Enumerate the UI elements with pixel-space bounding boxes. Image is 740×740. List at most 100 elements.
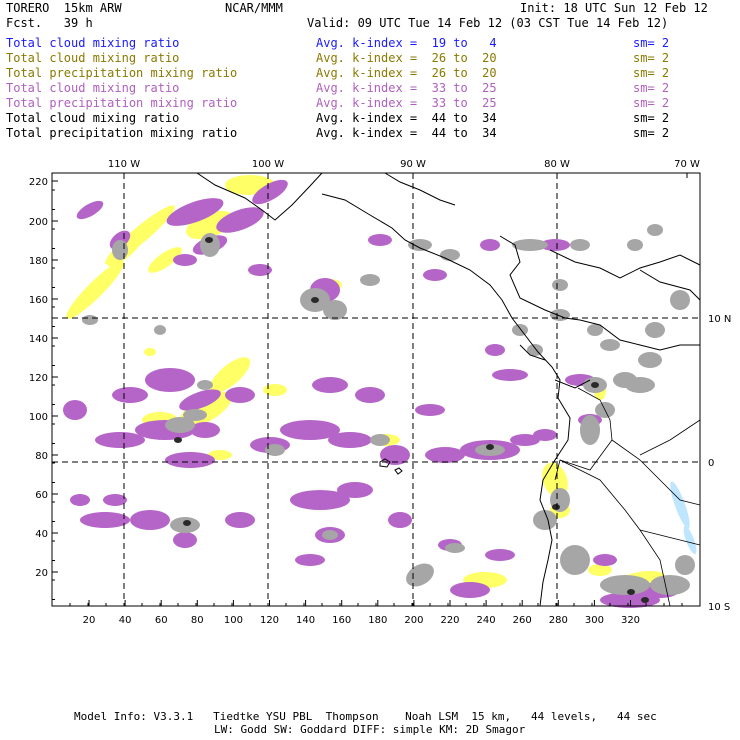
init-time: Init: 18 UTC Sun 12 Feb 12 <box>520 1 708 15</box>
cloud-purple <box>76 200 104 220</box>
cloud-core <box>311 297 319 303</box>
cloud-gray <box>322 530 338 540</box>
ice-patch <box>683 525 697 555</box>
cloud-gray <box>552 279 568 291</box>
cloud-purple <box>425 447 465 463</box>
y-tick-label: 60 <box>35 490 48 501</box>
cloud-yellow <box>148 247 182 273</box>
legend-smoothing: sm= 2 <box>633 66 670 80</box>
coastline <box>639 269 701 301</box>
cloud-gray <box>512 239 548 251</box>
cloud-purple <box>80 512 130 528</box>
cloud-gray <box>625 377 655 393</box>
cloud-purple <box>485 344 505 356</box>
cloud-purple <box>173 254 197 266</box>
y-tick-label: 200 <box>29 217 48 228</box>
x-tick-label: 20 <box>83 615 96 626</box>
coastline <box>554 379 591 389</box>
cloud-gray <box>560 545 590 575</box>
legend-kindex: Avg. k-index = 26 to 20 <box>316 66 497 80</box>
latitude-label: 0 <box>708 458 714 469</box>
y-tick-label: 20 <box>35 568 48 579</box>
legend-field-name: Total cloud mixing ratio <box>6 111 180 125</box>
legend-field-name: Total cloud mixing ratio <box>6 51 180 65</box>
coastline <box>519 344 546 361</box>
x-tick-label: 220 <box>440 615 459 626</box>
forecast-hour: Fcst. 39 h <box>6 16 93 30</box>
y-tick-label: 80 <box>35 451 48 462</box>
cloud-purple <box>165 452 215 468</box>
country-border <box>611 439 701 506</box>
cloud-gray <box>370 434 390 446</box>
cloud-purple <box>355 387 385 403</box>
x-tick-label: 240 <box>477 615 496 626</box>
cloud-core <box>641 597 649 603</box>
x-tick-label: 200 <box>404 615 423 626</box>
legend-field-name: Total cloud mixing ratio <box>6 36 180 50</box>
legend-row: Total cloud mixing ratio Avg. k-index = 4… <box>6 111 736 125</box>
cloud-gray <box>440 249 460 261</box>
cloud-purple <box>450 582 490 598</box>
cloud-purple <box>415 404 445 416</box>
cloud-purple <box>130 510 170 530</box>
longitude-label: 90 W <box>400 159 426 170</box>
legend-field-name: Total precipitation mixing ratio <box>6 126 238 140</box>
cloud-purple <box>103 494 127 506</box>
legend-kindex: Avg. k-index = 26 to 20 <box>316 51 497 65</box>
y-tick-label: 40 <box>35 529 48 540</box>
cloud-purple <box>248 264 272 276</box>
cloud-purple <box>290 490 350 510</box>
legend-row: Total cloud mixing ratio Avg. k-index = 3… <box>6 81 736 95</box>
legend-kindex: Avg. k-index = 44 to 34 <box>316 111 497 125</box>
cloud-purple <box>485 549 515 561</box>
longitude-label: 70 W <box>674 159 700 170</box>
cloud-yellow <box>209 357 251 393</box>
cloud-purple <box>368 234 392 246</box>
cloud-purple <box>533 429 557 441</box>
y-tick-label: 100 <box>29 412 48 423</box>
ice-patch <box>670 481 690 529</box>
legend-kindex: Avg. k-index = 33 to 25 <box>316 96 497 110</box>
legend-row: Total precipitation mixing ratio Avg. k-i… <box>6 126 736 140</box>
cloud-gray <box>112 240 128 260</box>
cloud-yellow <box>208 450 232 460</box>
cloud-yellow <box>588 564 612 576</box>
y-tick-label: 140 <box>29 334 48 345</box>
legend-field-name: Total precipitation mixing ratio <box>6 66 238 80</box>
cloud-core <box>174 437 182 443</box>
x-tick-label: 60 <box>155 615 168 626</box>
coastline <box>499 235 700 351</box>
latitude-label: 10 S <box>708 602 730 613</box>
legend-field-name: Total cloud mixing ratio <box>6 81 180 95</box>
cloud-purple <box>312 377 348 393</box>
cloud-gray <box>550 309 570 321</box>
cloud-purple <box>328 432 372 448</box>
galapagos-islands <box>379 458 391 468</box>
legend-smoothing: sm= 2 <box>633 96 670 110</box>
longitude-label: 80 W <box>544 159 570 170</box>
organization-label: NCAR/MMM <box>225 1 283 15</box>
coastline <box>549 249 701 279</box>
cloud-purple <box>225 387 255 403</box>
cloud-core <box>627 589 635 595</box>
country-border <box>559 459 671 607</box>
cloud-gray <box>360 274 380 286</box>
cloud-gray <box>587 324 603 336</box>
cloud-purple <box>112 387 148 403</box>
x-tick-label: 320 <box>621 615 640 626</box>
cloud-gray <box>323 300 347 320</box>
cloud-yellow <box>144 348 156 356</box>
cloud-gray <box>265 444 285 456</box>
x-tick-label: 80 <box>191 615 204 626</box>
cloud-purple <box>295 554 325 566</box>
cloud-purple <box>173 532 197 548</box>
cloud-gray <box>670 290 690 310</box>
cloud-gray <box>406 563 434 587</box>
cloud-gray <box>183 409 207 421</box>
cloud-gray <box>512 324 528 336</box>
cloud-gray <box>165 417 195 433</box>
cloud-purple <box>492 369 528 381</box>
cloud-purple <box>423 269 447 281</box>
legend-smoothing: sm= 2 <box>633 111 670 125</box>
model-info-line2: LW: Godd SW: Goddard DIFF: simple KM: 2D… <box>214 723 526 736</box>
